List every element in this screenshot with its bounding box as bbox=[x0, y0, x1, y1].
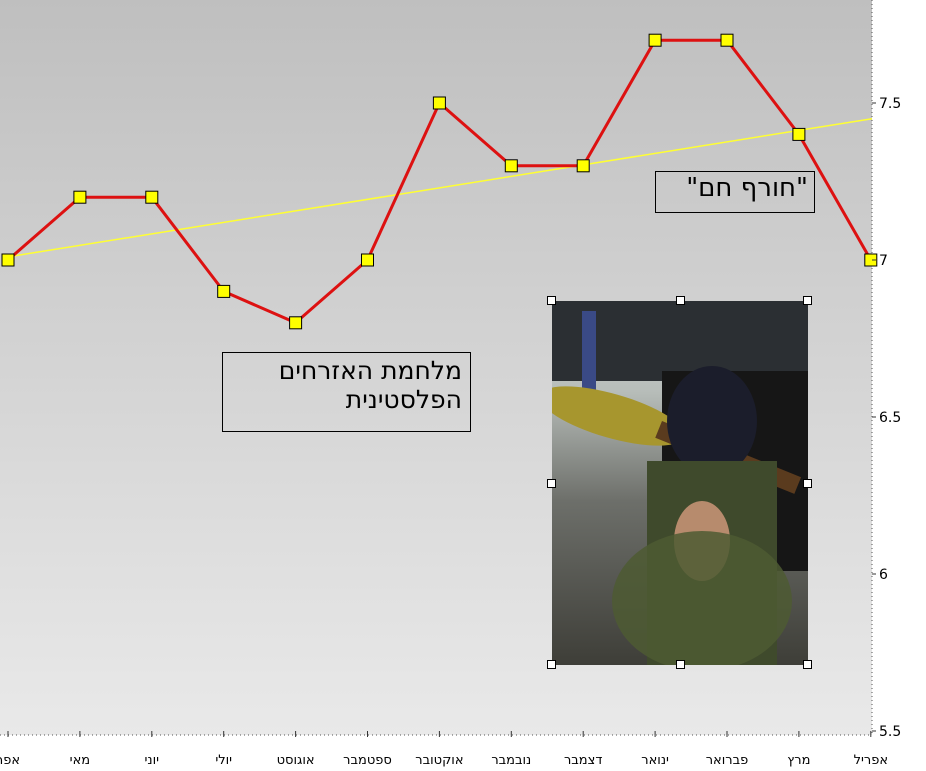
x-tick-label: יוני bbox=[145, 753, 160, 768]
data-point-3[interactable] bbox=[217, 284, 231, 298]
masked-gunman-photo-placeholder bbox=[552, 301, 808, 665]
annotation-civil-war-line-1: מלחמת האזרחים bbox=[278, 356, 462, 385]
resize-handle-bottom-middle[interactable] bbox=[676, 660, 685, 669]
y-tick-label: 7 bbox=[879, 253, 888, 269]
x-tick-label: אפריל bbox=[854, 753, 888, 768]
data-point-10[interactable] bbox=[720, 33, 734, 47]
data-point-0[interactable] bbox=[1, 253, 15, 267]
x-tick-label: אוגוסט bbox=[277, 753, 315, 768]
data-point-5[interactable] bbox=[361, 253, 374, 267]
data-point-9[interactable] bbox=[648, 33, 662, 47]
y-tick-label: 7.5 bbox=[879, 96, 901, 112]
y-tick-label: 6.5 bbox=[879, 410, 901, 426]
x-tick-label: ספטמבר bbox=[343, 753, 392, 768]
x-tick-label: אוקטובר bbox=[415, 753, 463, 768]
annotation-warm-winter[interactable]: "חורף חם" bbox=[655, 171, 815, 213]
data-point-7[interactable] bbox=[504, 159, 518, 173]
resize-handle-middle-right[interactable] bbox=[803, 479, 812, 488]
data-point-12[interactable] bbox=[864, 253, 878, 267]
resize-handle-bottom-left[interactable] bbox=[547, 660, 556, 669]
x-tick-label: אפר bbox=[0, 753, 20, 768]
x-tick-label: פברואר bbox=[706, 753, 749, 768]
data-point-4[interactable] bbox=[289, 316, 303, 330]
x-tick-label: נובמבר bbox=[491, 753, 531, 768]
inserted-photo[interactable] bbox=[552, 301, 808, 665]
data-point-6[interactable] bbox=[432, 96, 446, 110]
y-tick-label: 5.5 bbox=[879, 724, 901, 740]
resize-handle-middle-left[interactable] bbox=[547, 479, 556, 488]
x-tick-label: מרץ bbox=[787, 753, 810, 768]
annotation-warm-winter-text: "חורף חם" bbox=[686, 173, 808, 203]
data-point-2[interactable] bbox=[145, 190, 159, 204]
resize-handle-top-right[interactable] bbox=[803, 296, 812, 305]
annotation-civil-war[interactable]: מלחמת האזרחים הפלסטינית bbox=[222, 352, 471, 432]
resize-handle-top-middle[interactable] bbox=[676, 296, 685, 305]
x-tick-label: דצמבר bbox=[564, 753, 603, 768]
x-tick-label: ינואר bbox=[641, 753, 669, 768]
resize-handle-top-left[interactable] bbox=[547, 296, 556, 305]
data-point-11[interactable] bbox=[792, 127, 806, 141]
annotation-civil-war-line-2: הפלסטינית bbox=[345, 384, 462, 414]
data-point-8[interactable] bbox=[576, 159, 590, 173]
data-point-1[interactable] bbox=[73, 190, 87, 204]
x-tick-label: יולי bbox=[215, 753, 232, 768]
x-tick-label: מאי bbox=[70, 753, 90, 768]
trendline bbox=[7, 117, 873, 258]
resize-handle-bottom-right[interactable] bbox=[803, 660, 812, 669]
y-tick-label: 6 bbox=[879, 567, 888, 583]
